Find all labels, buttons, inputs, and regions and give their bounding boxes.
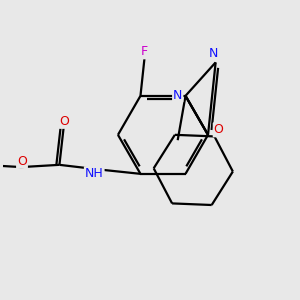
Text: O: O: [214, 123, 224, 136]
Text: F: F: [141, 45, 148, 58]
Text: NH: NH: [85, 167, 104, 180]
Text: N: N: [209, 47, 218, 60]
Text: N: N: [173, 88, 182, 101]
Text: O: O: [60, 115, 70, 128]
Text: O: O: [17, 154, 27, 167]
